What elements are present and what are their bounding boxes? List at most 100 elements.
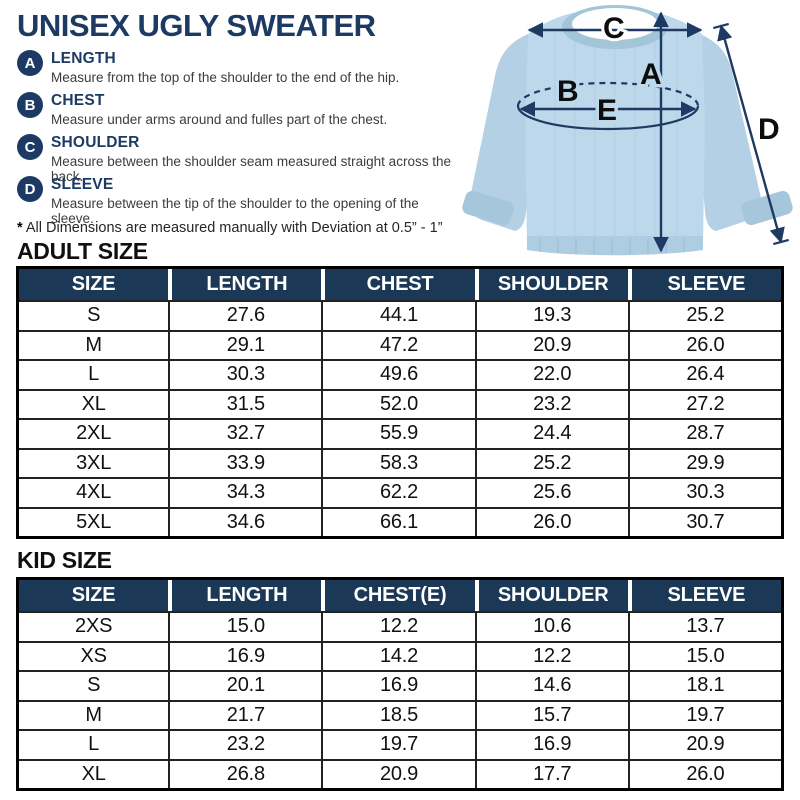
page-title: UNISEX UGLY SWEATER <box>17 8 376 43</box>
table-header-row: SIZE LENGTH CHEST SHOULDER SLEEVE <box>19 269 781 300</box>
note-text: All Dimensions are measured manually wit… <box>25 220 443 236</box>
column-header-chest-e: CHEST(E) <box>321 580 475 611</box>
table-cell: 27.2 <box>627 388 781 418</box>
table-cell: 13.7 <box>627 611 781 641</box>
table-row: XL 31.5 52.0 23.2 27.2 <box>19 388 781 418</box>
table-cell: XS <box>19 640 169 670</box>
column-header-shoulder: SHOULDER <box>474 269 628 300</box>
table-cell: 18.5 <box>321 699 475 729</box>
table-cell: L <box>19 729 169 759</box>
table-cell: 26.0 <box>627 329 781 359</box>
diagram-label-d: D <box>758 113 780 146</box>
table-cell: 18.1 <box>627 670 781 700</box>
table-row: 2XL 32.7 55.9 24.4 28.7 <box>19 418 781 448</box>
table-cell: 33.9 <box>168 447 322 477</box>
table-cell: 62.2 <box>321 477 475 507</box>
column-header-shoulder: SHOULDER <box>474 580 628 611</box>
table-row: L 30.3 49.6 22.0 26.4 <box>19 359 781 389</box>
table-cell: 15.0 <box>168 611 322 641</box>
table-cell: 15.0 <box>627 640 781 670</box>
table-cell: 22.0 <box>474 359 628 389</box>
table-cell: 14.2 <box>321 640 475 670</box>
table-cell: 55.9 <box>321 418 475 448</box>
table-cell: 30.3 <box>168 359 322 389</box>
table-cell: 15.7 <box>474 699 628 729</box>
table-cell: 16.9 <box>321 670 475 700</box>
diagram-label-b: B <box>557 75 579 108</box>
table-cell: 12.2 <box>321 611 475 641</box>
table-cell: XL <box>19 388 169 418</box>
chest-ellipse-dashed <box>516 81 700 107</box>
column-header-length: LENGTH <box>168 580 322 611</box>
table-row: M 21.7 18.5 15.7 19.7 <box>19 699 781 729</box>
column-header-chest: CHEST <box>321 269 475 300</box>
sleeve-tick-top <box>713 22 729 30</box>
table-cell: 19.3 <box>474 300 628 330</box>
table-row: M 29.1 47.2 20.9 26.0 <box>19 329 781 359</box>
measurement-legend: A LENGTH Measure from the top of the sho… <box>17 50 462 226</box>
legend-item-chest: B CHEST Measure under arms around and fu… <box>17 92 462 134</box>
badge-d: D <box>17 176 43 202</box>
legend-label: CHEST <box>51 92 105 109</box>
table-cell: M <box>19 699 169 729</box>
table-cell: 29.1 <box>168 329 322 359</box>
kid-size-heading: KID SIZE <box>17 547 112 573</box>
column-header-sleeve: SLEEVE <box>627 269 781 300</box>
badge-a: A <box>17 50 43 76</box>
deviation-note: * All Dimensions are measured manually w… <box>17 220 443 236</box>
table-cell: 2XL <box>19 418 169 448</box>
table-cell: 25.2 <box>627 300 781 330</box>
table-cell: 14.6 <box>474 670 628 700</box>
table-cell: 25.2 <box>474 447 628 477</box>
table-row: XS 16.9 14.2 12.2 15.0 <box>19 640 781 670</box>
adult-size-table: SIZE LENGTH CHEST SHOULDER SLEEVE S 27.6… <box>16 266 784 539</box>
table-cell: 3XL <box>19 447 169 477</box>
diagram-label-e: E <box>597 94 617 127</box>
legend-item-shoulder: C SHOULDER Measure between the shoulder … <box>17 134 462 184</box>
sleeve-arrow-d <box>717 24 785 244</box>
kid-size-table: SIZE LENGTH CHEST(E) SHOULDER SLEEVE 2XS… <box>16 577 784 791</box>
table-cell: 26.8 <box>168 758 322 788</box>
legend-description: Measure between the tip of the shoulder … <box>51 196 419 226</box>
badge-b: B <box>17 92 43 118</box>
table-cell: 34.6 <box>168 506 322 536</box>
table-cell: 66.1 <box>321 506 475 536</box>
table-cell: 4XL <box>19 477 169 507</box>
legend-label: SHOULDER <box>51 134 140 151</box>
table-row: XL 26.8 20.9 17.7 26.0 <box>19 758 781 788</box>
table-row: S 27.6 44.1 19.3 25.2 <box>19 300 781 330</box>
table-row: L 23.2 19.7 16.9 20.9 <box>19 729 781 759</box>
table-cell: 30.3 <box>627 477 781 507</box>
table-cell: 34.3 <box>168 477 322 507</box>
table-cell: 29.9 <box>627 447 781 477</box>
legend-item-sleeve: D SLEEVE Measure between the tip of the … <box>17 176 462 226</box>
table-cell: 26.0 <box>474 506 628 536</box>
table-cell: 19.7 <box>627 699 781 729</box>
column-header-size: SIZE <box>19 269 169 300</box>
table-cell: 26.0 <box>627 758 781 788</box>
legend-label: LENGTH <box>51 50 116 67</box>
table-cell: 24.4 <box>474 418 628 448</box>
column-header-size: SIZE <box>19 580 169 611</box>
table-cell: 12.2 <box>474 640 628 670</box>
table-cell: 2XS <box>19 611 169 641</box>
legend-description: Measure between the shoulder seam measur… <box>51 154 451 184</box>
table-cell: 47.2 <box>321 329 475 359</box>
table-cell: L <box>19 359 169 389</box>
table-cell: 28.7 <box>627 418 781 448</box>
table-cell: 26.4 <box>627 359 781 389</box>
table-cell: 21.7 <box>168 699 322 729</box>
table-row: 2XS 15.0 12.2 10.6 13.7 <box>19 611 781 641</box>
table-cell: 19.7 <box>321 729 475 759</box>
table-row: S 20.1 16.9 14.6 18.1 <box>19 670 781 700</box>
table-cell: 23.2 <box>168 729 322 759</box>
table-cell: 20.9 <box>627 729 781 759</box>
table-cell: 44.1 <box>321 300 475 330</box>
table-cell: 16.9 <box>474 729 628 759</box>
legend-label: SLEEVE <box>51 176 114 193</box>
table-cell: 17.7 <box>474 758 628 788</box>
table-cell: 58.3 <box>321 447 475 477</box>
sweater-diagram-svg: C A B E D <box>462 5 793 256</box>
table-row: 4XL 34.3 62.2 25.6 30.3 <box>19 477 781 507</box>
sweater-measurement-diagram: C A B E D <box>455 0 800 262</box>
